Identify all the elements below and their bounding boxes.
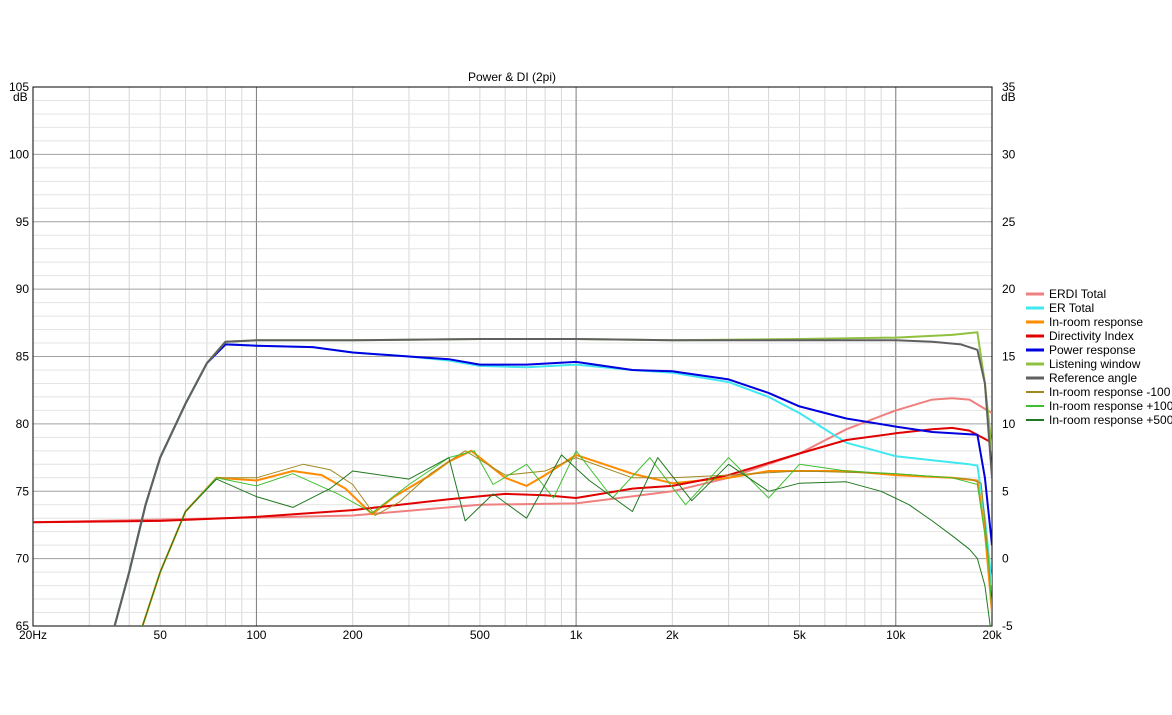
y-left-tick-label: 85: [16, 350, 30, 364]
y-left-tick-label: 80: [16, 417, 30, 431]
y-right-tick-label: 5: [1002, 484, 1009, 498]
right-axis-unit: dB: [1001, 90, 1016, 104]
series-lines: [33, 331, 992, 626]
y-right-tick-label: 35: [1002, 80, 1016, 94]
plot-border: [32, 86, 993, 627]
x-tick-label: 2k: [666, 628, 680, 642]
chart-title: Power & DI (2pi): [468, 70, 556, 84]
x-tick-label: 1k: [570, 628, 584, 642]
y-left-tick-label: 90: [16, 282, 30, 296]
legend-label: ER Total: [1049, 301, 1094, 315]
x-tick-label: 20k: [982, 628, 1002, 642]
y-right-tick-label: 20: [1002, 282, 1016, 296]
x-tick-label: 100: [246, 628, 266, 642]
x-tick-label: 500: [470, 628, 490, 642]
y-right-tick-label: 15: [1002, 350, 1016, 364]
legend-label: In-room response +100: [1049, 399, 1172, 413]
legend-label: Directivity Index: [1049, 329, 1134, 343]
left-axis-unit: dB: [13, 90, 28, 104]
series-line: [113, 338, 992, 626]
series-line: [33, 426, 992, 524]
x-tick-label: 10k: [886, 628, 906, 642]
x-tick-label: 200: [343, 628, 363, 642]
y-left-tick-label: 70: [16, 552, 30, 566]
axis-tick-labels: 20Hz 50 100 200 500 1k 2k 5k 10k 20k6570758085909…: [9, 80, 1016, 642]
series-line: [142, 450, 992, 626]
y-right-tick-label: 30: [1002, 147, 1016, 161]
y-right-tick-label: 0: [1002, 552, 1009, 566]
y-left-tick-label: 105: [9, 80, 29, 94]
y-right-tick-label: 10: [1002, 417, 1016, 431]
legend-label: In-room response +500: [1049, 413, 1172, 427]
x-tick-label: 50: [154, 628, 168, 642]
y-left-tick-label: 100: [9, 147, 29, 161]
legend-label: Power response: [1049, 343, 1136, 357]
x-tick-label: 5k: [793, 628, 807, 642]
legend-label: Reference angle: [1049, 371, 1137, 385]
x-tick-label: 20Hz: [19, 628, 47, 642]
y-right-tick-label: 25: [1002, 215, 1016, 229]
y-left-tick-label: 75: [16, 484, 30, 498]
legend-label: Listening window: [1049, 357, 1141, 371]
y-right-tick-label: -5: [1002, 619, 1013, 633]
legend-label: In-room response: [1049, 315, 1143, 329]
series-line: [142, 454, 991, 626]
y-left-tick-label: 95: [16, 215, 30, 229]
legend-label: In-room response -100: [1049, 385, 1171, 399]
legend-label: ERDI Total: [1049, 287, 1106, 301]
y-left-tick-label: 65: [16, 619, 30, 633]
